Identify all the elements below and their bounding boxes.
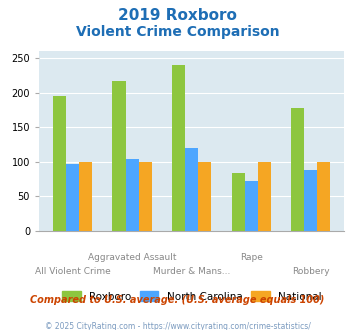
Bar — [291, 108, 304, 231]
Bar — [66, 164, 79, 231]
Text: 2019 Roxboro: 2019 Roxboro — [118, 8, 237, 23]
Text: Aggravated Assault: Aggravated Assault — [88, 253, 176, 262]
Bar — [53, 96, 66, 231]
Bar — [198, 162, 211, 231]
Text: All Violent Crime: All Violent Crime — [35, 267, 110, 276]
Legend: Roxboro, North Carolina, National: Roxboro, North Carolina, National — [58, 286, 326, 306]
Text: Violent Crime Comparison: Violent Crime Comparison — [76, 25, 279, 39]
Text: Compared to U.S. average. (U.S. average equals 100): Compared to U.S. average. (U.S. average … — [30, 295, 325, 305]
Bar — [113, 81, 126, 231]
Bar — [79, 162, 92, 231]
Bar — [126, 159, 139, 231]
Bar — [258, 162, 271, 231]
Bar — [231, 173, 245, 231]
Bar — [317, 162, 331, 231]
Bar — [245, 181, 258, 231]
Text: © 2025 CityRating.com - https://www.cityrating.com/crime-statistics/: © 2025 CityRating.com - https://www.city… — [45, 322, 310, 330]
Text: Murder & Mans...: Murder & Mans... — [153, 267, 230, 276]
Text: Robbery: Robbery — [292, 267, 330, 276]
Text: Rape: Rape — [240, 253, 263, 262]
Bar — [185, 148, 198, 231]
Bar — [172, 65, 185, 231]
Bar — [139, 162, 152, 231]
Bar — [304, 170, 317, 231]
